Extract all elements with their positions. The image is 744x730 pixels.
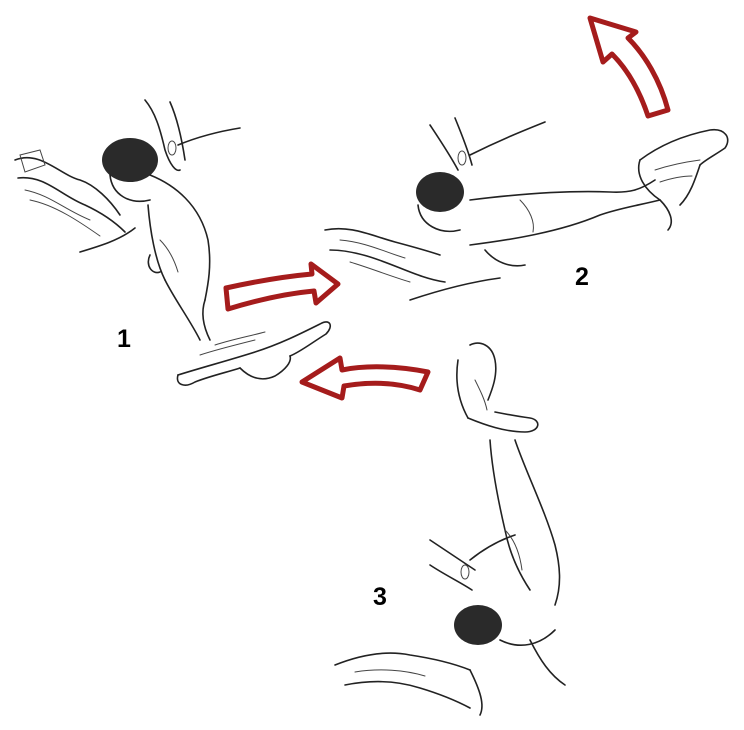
arrow-step1-to-step2 <box>223 261 341 312</box>
step-label-2: 2 <box>575 263 589 291</box>
step-label-3: 3 <box>373 583 387 611</box>
step-label-1: 1 <box>117 325 131 353</box>
arrow-step3-to-step1 <box>299 355 431 401</box>
figure-2-illustration <box>324 117 729 301</box>
arrow-step2-raise <box>587 15 671 119</box>
figure-3-illustration <box>334 342 566 716</box>
figure-1-illustration <box>14 99 332 386</box>
